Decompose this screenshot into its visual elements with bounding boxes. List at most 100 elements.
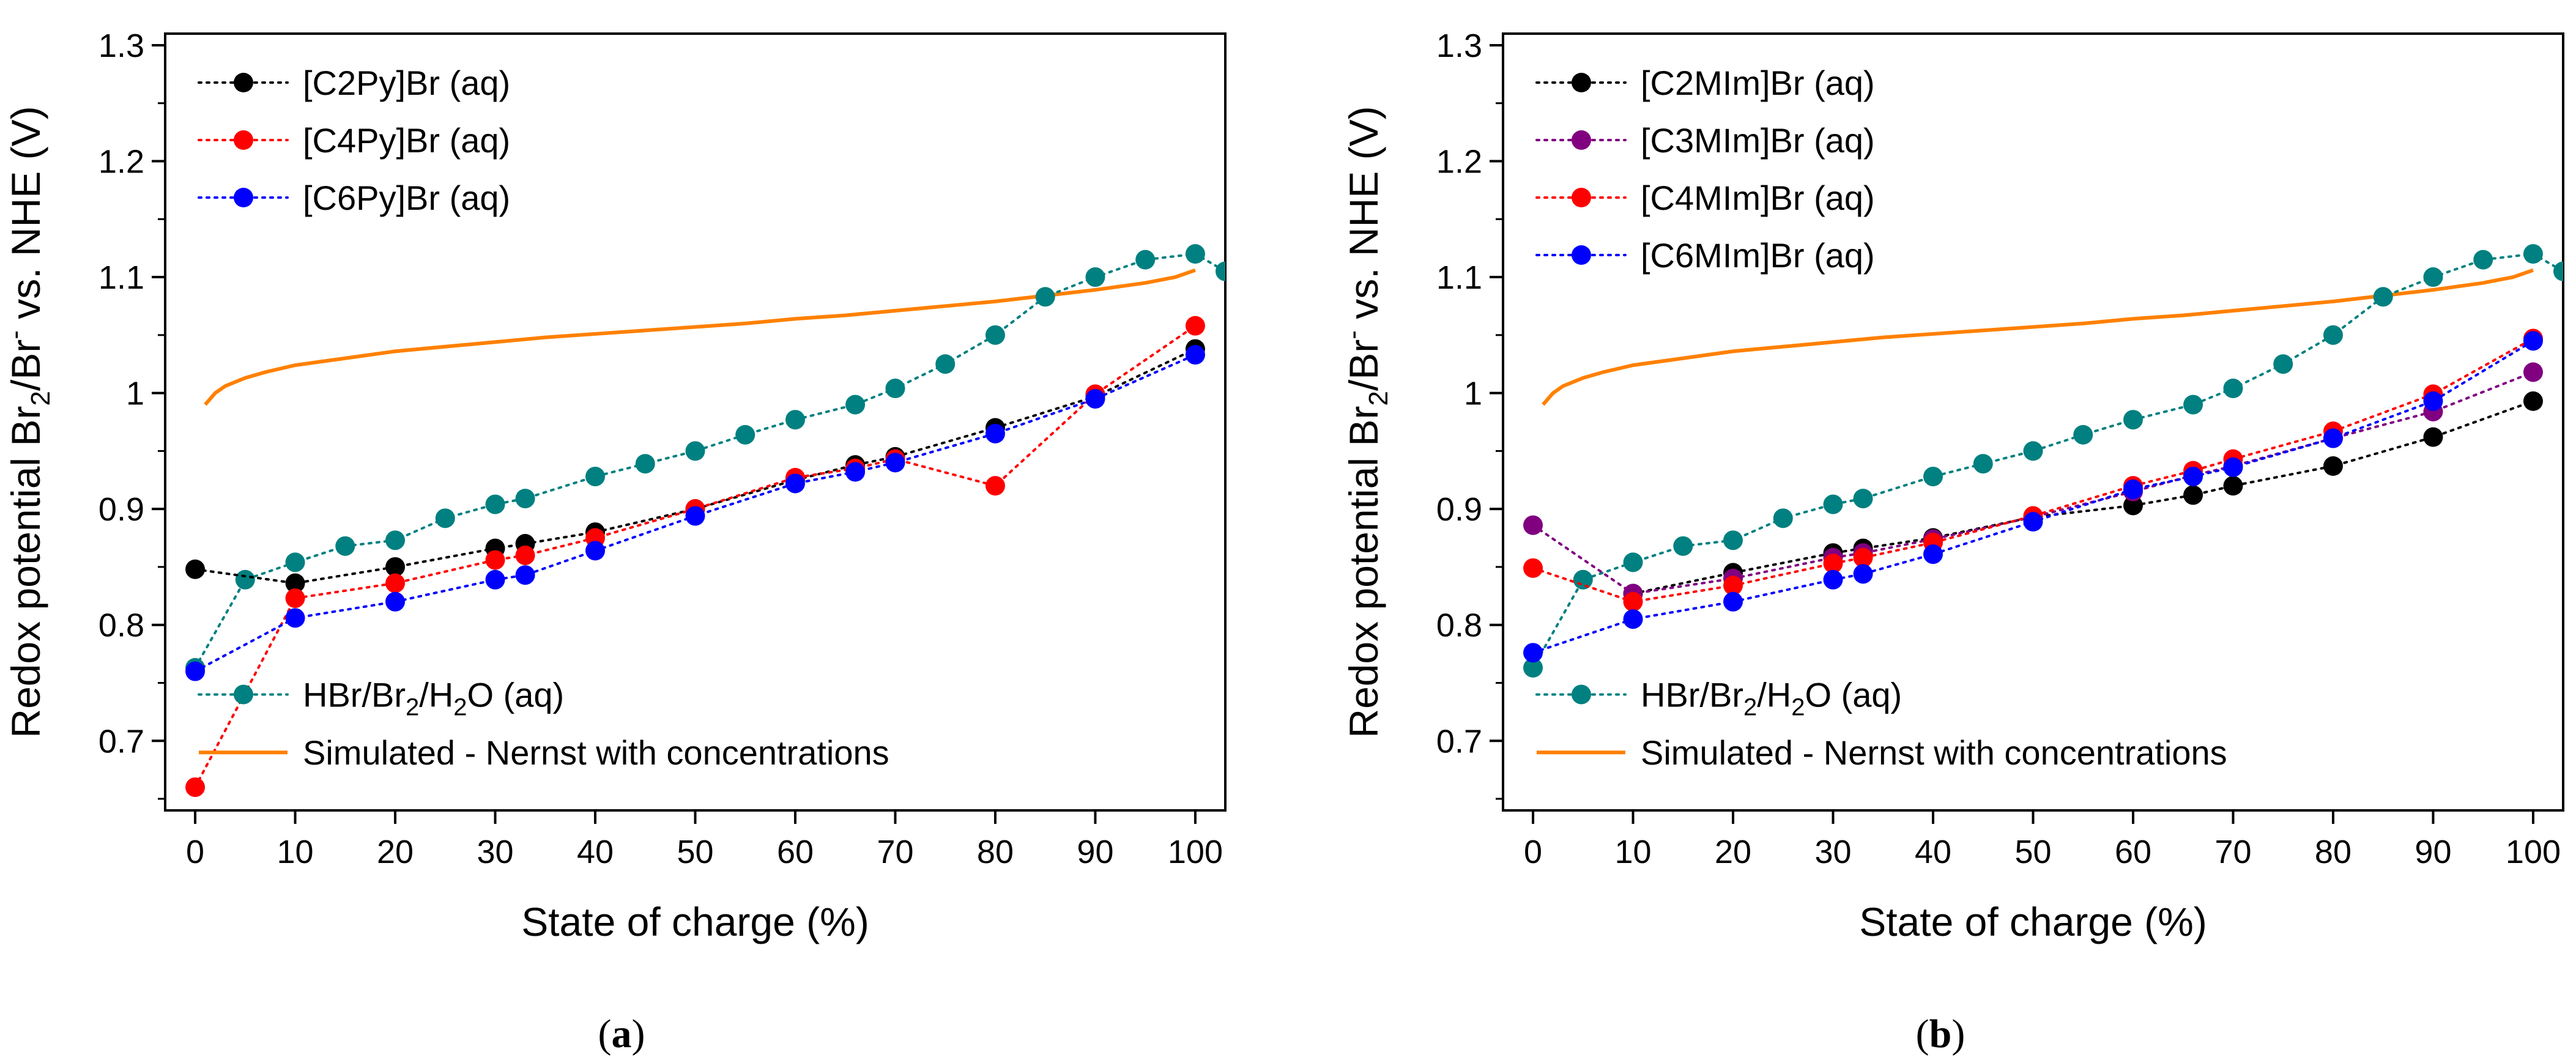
y-tick-label: 1.2 [1436, 144, 1482, 180]
x-tick-label: 70 [877, 834, 913, 870]
hbr-point [515, 489, 535, 509]
legend-label: [C3MIm]Br (aq) [1641, 121, 1875, 160]
x-tick-label: 30 [477, 834, 513, 870]
legend-label: [C4Py]Br (aq) [303, 121, 510, 160]
series-line-1 [194, 324, 1197, 789]
legend-marker [1572, 245, 1591, 265]
series-point [985, 476, 1005, 496]
series-point [385, 573, 406, 593]
y-tick-label: 0.7 [1436, 723, 1482, 760]
x-tick-label: 40 [1915, 834, 1951, 870]
series-point [485, 569, 505, 590]
y-tick-label: 1.1 [1436, 259, 1482, 296]
x-tick-label: 20 [377, 834, 414, 870]
x-tick-label: 50 [2014, 834, 2051, 870]
series-point [285, 573, 305, 593]
series-point [585, 541, 606, 561]
series-point [685, 506, 705, 526]
hbr-point [2553, 261, 2563, 281]
hbr-line [1532, 253, 2563, 669]
hbr-point [1523, 657, 1543, 678]
legend-label-simulated: Simulated - Nernst with concentrations [303, 733, 889, 772]
series-line-2 [1532, 337, 2534, 603]
x-tick-label: 40 [577, 834, 614, 870]
series-point [2423, 391, 2443, 411]
legend-label: [C6Py]Br (aq) [303, 179, 510, 217]
hbr-point [885, 379, 905, 399]
series-line-1 [1532, 371, 2534, 595]
y-tick-label: 0.8 [1436, 607, 1482, 644]
series-point [1723, 576, 1743, 596]
hbr-point [1623, 552, 1643, 572]
series-point [985, 423, 1005, 443]
series-point [185, 777, 206, 798]
chart-panel-b: 0 10 20 30 40 50 60 70 80 90 100 0.7 0.8 0.9 1 1.1 1.2 1.… [1338, 28, 2564, 1056]
series-point [485, 550, 505, 570]
hbr-point [285, 552, 305, 572]
x-tick-label: 20 [1715, 834, 1751, 870]
panel-caption: (b) [1916, 1012, 1965, 1056]
hbr-point [335, 536, 355, 556]
series-point [285, 588, 305, 609]
legend-label: [C4MIm]Br (aq) [1641, 179, 1875, 217]
hbr-point [2273, 354, 2293, 374]
y-tick-label: 1.3 [98, 28, 144, 64]
series-point [1185, 345, 1205, 365]
series-point [1523, 643, 1543, 663]
x-tick-label: 30 [1814, 834, 1851, 870]
y-tick-label: 1.3 [1436, 28, 1482, 64]
data-layer [185, 244, 1225, 798]
legend-label: [C2MIm]Br (aq) [1641, 64, 1875, 102]
hbr-point [2073, 424, 2093, 445]
legend-label-simulated: Simulated - Nernst with concentrations [1641, 733, 2227, 772]
hbr-point [1823, 494, 1843, 514]
series-point [1723, 591, 1743, 612]
hbr-point [735, 424, 755, 445]
series-point [2523, 362, 2543, 382]
hbr-point [2123, 410, 2143, 430]
x-tick-label: 90 [1077, 834, 1113, 870]
x-tick-label: 10 [277, 834, 313, 870]
series-point [515, 565, 535, 585]
legend-marker [234, 130, 253, 150]
x-tick-label: 0 [186, 834, 204, 870]
x-tick-label: 100 [2506, 834, 2561, 870]
hbr-point [1973, 454, 1993, 474]
hbr-point [1673, 536, 1693, 556]
y-tick-label: 0.9 [1436, 491, 1482, 528]
hbr-point [2023, 441, 2043, 461]
hbr-point [235, 569, 255, 590]
hbr-point [2323, 325, 2343, 345]
series-point [1623, 591, 1643, 612]
hbr-point [935, 354, 956, 374]
series-point [845, 462, 866, 482]
x-tick-label: 90 [2415, 834, 2451, 870]
series-line-3 [1532, 339, 2534, 654]
y-axis-label: Redox potential Br2/Br- vs. NHE (V) [1338, 106, 1394, 738]
legend-label-hbr: HBr/Br2/H2O (aq) [1641, 675, 1902, 720]
hbr-point [1723, 530, 1743, 550]
y-tick-label: 1.1 [98, 259, 144, 296]
legend-label: [C6MIm]Br (aq) [1641, 236, 1875, 275]
hbr-point [785, 410, 805, 430]
series-point [2523, 331, 2543, 351]
series-point [885, 453, 905, 473]
series-point [185, 559, 206, 579]
hbr-point [2223, 379, 2243, 399]
hbr-point [1773, 508, 1793, 528]
x-tick-label: 60 [2115, 834, 2151, 870]
x-tick-label: 60 [777, 834, 814, 870]
series-point [385, 557, 406, 577]
hbr-point [2183, 394, 2203, 415]
series-point [1523, 515, 1543, 535]
panel-caption: (a) [598, 1012, 645, 1056]
series-point [1085, 389, 1105, 409]
data-layer [1523, 244, 2563, 678]
series-point [2323, 456, 2343, 476]
series-point [515, 545, 535, 565]
series-point [1823, 554, 1843, 574]
series-point [2323, 428, 2343, 448]
series-point [1185, 316, 1205, 336]
y-tick-label: 1 [1464, 376, 1482, 412]
hbr-point [1573, 569, 1593, 590]
